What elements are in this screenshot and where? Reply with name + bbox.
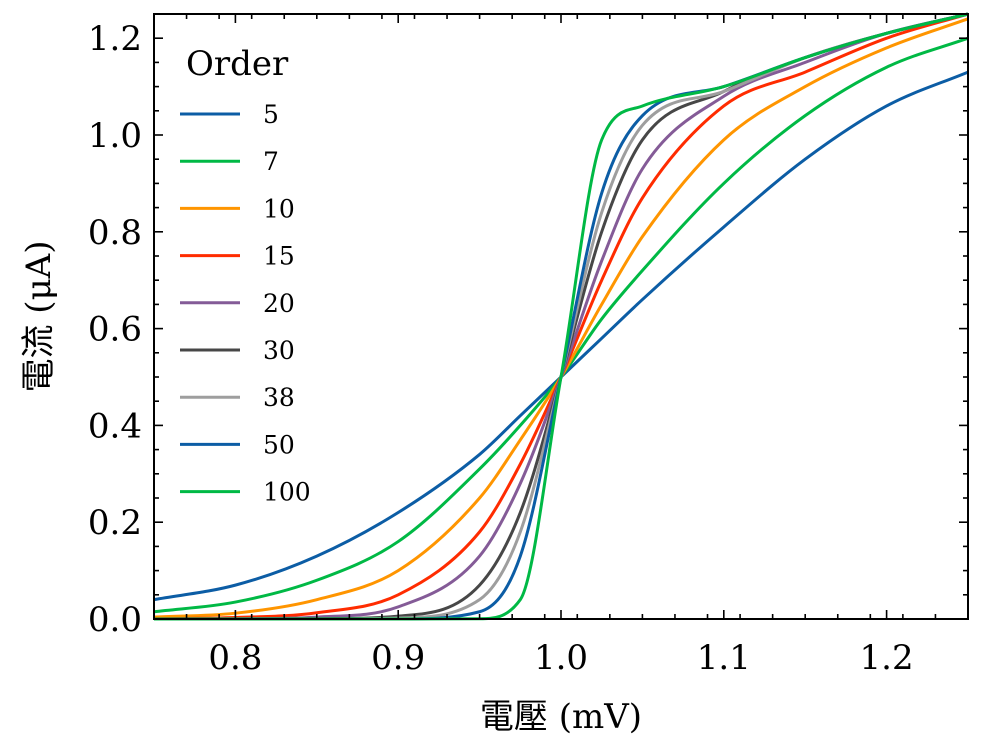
legend-label-50: 50	[263, 430, 295, 459]
x-tick-label: 1.2	[860, 638, 914, 678]
y-tick-label: 0.8	[88, 213, 142, 253]
legend: Order 5 7 10 15 20 30 38 50 100	[180, 44, 311, 507]
legend-label-20: 20	[263, 289, 295, 318]
ticks-layer: 0.8 0.9 1.0 1.1 1.2 0.0 0.2 0.4 0.6 0.8 1.0 1.2	[88, 13, 969, 678]
x-tick-label: 1.0	[534, 638, 588, 678]
y-tick-label: 0.6	[88, 310, 142, 350]
x-tick-label: 0.9	[371, 638, 425, 678]
x-tick-label: 0.8	[208, 638, 262, 678]
y-tick-label: 0.2	[88, 503, 142, 543]
x-tick-label: 1.1	[697, 638, 751, 678]
y-tick-label: 1.0	[88, 116, 142, 156]
x-axis-label: 電壓 (mV)	[480, 697, 642, 737]
legend-label-5: 5	[263, 100, 279, 129]
y-axis-label: 電流 (μA)	[19, 241, 59, 393]
legend-label-7: 7	[263, 147, 279, 176]
legend-label-15: 15	[263, 242, 295, 271]
legend-title: Order	[186, 44, 289, 84]
y-tick-label: 0.4	[88, 406, 142, 446]
legend-label-30: 30	[263, 336, 295, 365]
legend-label-38: 38	[263, 383, 295, 412]
y-tick-label: 0.0	[88, 600, 142, 640]
y-tick-label: 1.2	[88, 19, 142, 59]
legend-label-100: 100	[263, 478, 311, 507]
legend-label-10: 10	[263, 194, 295, 223]
